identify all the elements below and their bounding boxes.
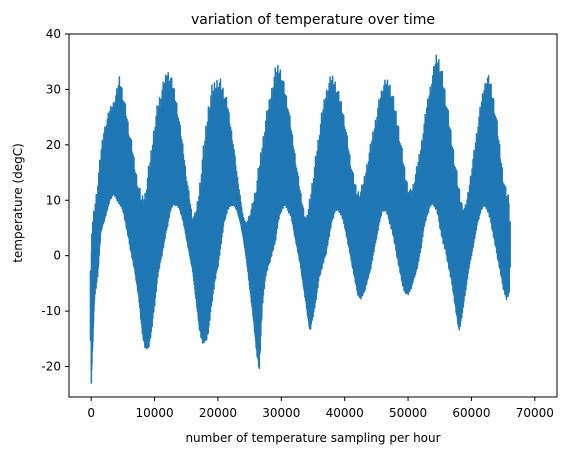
y-axis-ticks: -20 -10 0 10 20 30 40 xyxy=(41,27,69,374)
x-axis-ticks: 0 10000 20000 30000 40000 50000 60000 70000 xyxy=(87,397,554,420)
y-tick-label: -10 xyxy=(41,304,61,318)
plot-frame xyxy=(68,33,558,398)
x-axis-label: number of temperature sampling per hour xyxy=(185,431,440,445)
y-tick-label: 10 xyxy=(46,193,61,207)
x-tick-label: 10000 xyxy=(135,406,173,420)
y-axis-label: temperature (degC) xyxy=(11,143,25,263)
x-tick-label: 40000 xyxy=(326,406,364,420)
plot-layer xyxy=(89,54,511,384)
x-tick-label: 30000 xyxy=(262,406,300,420)
y-tick-label: 20 xyxy=(46,138,61,152)
y-tick-label: -20 xyxy=(41,360,61,374)
y-tick-label: 30 xyxy=(46,82,61,96)
x-tick-label: 70000 xyxy=(516,406,554,420)
temperature-series-density-band xyxy=(89,94,511,342)
x-tick-label: 20000 xyxy=(199,406,237,420)
x-tick-label: 50000 xyxy=(389,406,427,420)
x-tick-label: 60000 xyxy=(452,406,490,420)
y-tick-label: 40 xyxy=(46,27,61,41)
x-tick-label: 0 xyxy=(87,406,95,420)
chart-title: variation of temperature over time xyxy=(191,12,435,28)
y-tick-label: 0 xyxy=(53,249,61,263)
